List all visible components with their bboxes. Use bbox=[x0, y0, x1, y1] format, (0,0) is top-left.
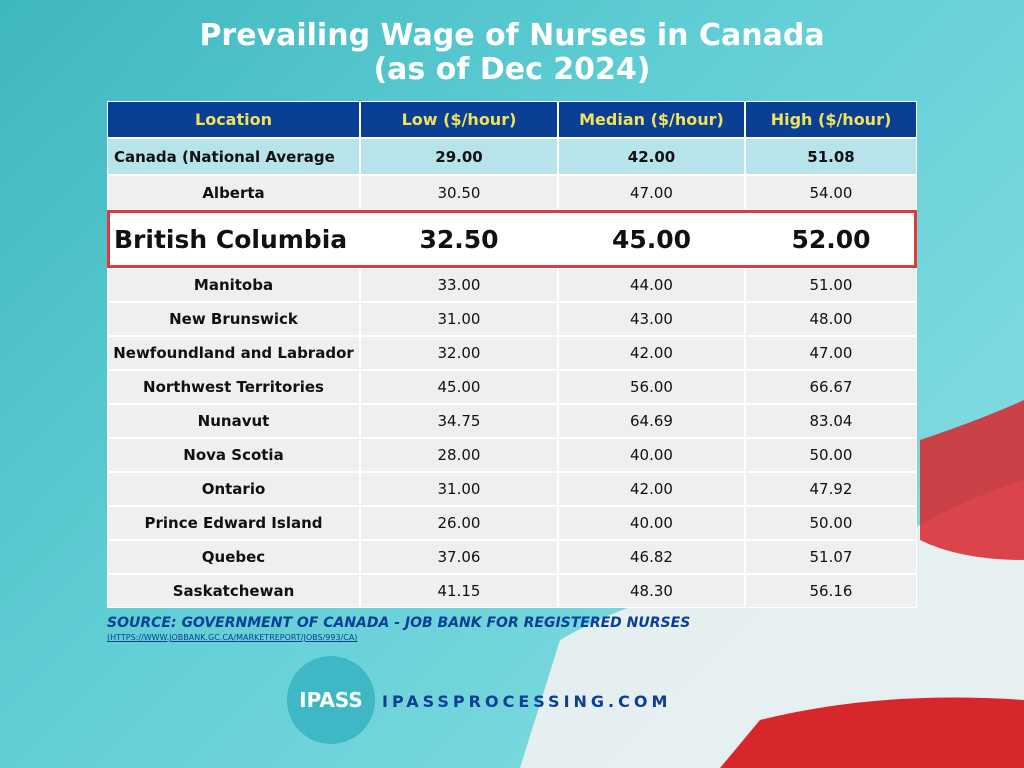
wage-cell: 32.00 bbox=[360, 336, 558, 370]
wage-cell: 45.00 bbox=[558, 210, 745, 268]
wage-cell: 28.00 bbox=[360, 438, 558, 472]
wage-cell: 31.00 bbox=[360, 302, 558, 336]
column-header: Low ($/hour) bbox=[360, 101, 558, 138]
wage-cell: 56.16 bbox=[745, 574, 917, 608]
wage-cell: 51.00 bbox=[745, 268, 917, 302]
logo: IPASS bbox=[287, 656, 375, 744]
highlight-border bbox=[107, 210, 917, 268]
wage-cell: 44.00 bbox=[558, 268, 745, 302]
wage-cell: 64.69 bbox=[558, 404, 745, 438]
wage-cell: 32.50 bbox=[360, 210, 558, 268]
column-header: Median ($/hour) bbox=[558, 101, 745, 138]
location-cell: Saskatchewan bbox=[107, 574, 360, 608]
wage-cell: 50.00 bbox=[745, 506, 917, 540]
wage-cell: 56.00 bbox=[558, 370, 745, 404]
wage-cell: 47.92 bbox=[745, 472, 917, 506]
wage-cell: 47.00 bbox=[558, 175, 745, 210]
wage-cell: 42.00 bbox=[558, 336, 745, 370]
wage-cell: 29.00 bbox=[360, 138, 558, 175]
wage-cell: 51.08 bbox=[745, 138, 917, 175]
title-line: Prevailing Wage of Nurses in Canada bbox=[199, 18, 825, 53]
source-url: (HTTPS://WWW.JOBBANK.GC.CA/MARKETREPORT/… bbox=[107, 633, 358, 642]
location-cell: Newfoundland and Labrador bbox=[107, 336, 360, 370]
wage-cell: 48.00 bbox=[745, 302, 917, 336]
title-line: (as of Dec 2024) bbox=[373, 52, 651, 87]
location-cell: Ontario bbox=[107, 472, 360, 506]
location-cell: Northwest Territories bbox=[107, 370, 360, 404]
wage-table: Location Low ($/hour) Median ($/hour) High … bbox=[107, 101, 917, 608]
wage-cell: 66.67 bbox=[745, 370, 917, 404]
wage-cell: 40.00 bbox=[558, 506, 745, 540]
wage-cell: 46.82 bbox=[558, 540, 745, 574]
location-cell: Nunavut bbox=[107, 404, 360, 438]
wage-cell: 47.00 bbox=[745, 336, 917, 370]
wage-cell: 48.30 bbox=[558, 574, 745, 608]
wage-cell: 26.00 bbox=[360, 506, 558, 540]
location-cell: Quebec bbox=[107, 540, 360, 574]
location-cell: British Columbia bbox=[107, 210, 360, 268]
wage-cell: 34.75 bbox=[360, 404, 558, 438]
website: IPASSPROCESSING.COM bbox=[382, 692, 672, 711]
wage-cell: 37.06 bbox=[360, 540, 558, 574]
source: SOURCE: GOVERNMENT OF CANADA - JOB BANK … bbox=[107, 615, 691, 631]
column-header: Location bbox=[107, 101, 360, 138]
wage-cell: 45.00 bbox=[360, 370, 558, 404]
location-cell: Prince Edward Island bbox=[107, 506, 360, 540]
wage-cell: 43.00 bbox=[558, 302, 745, 336]
wage-cell: 42.00 bbox=[558, 472, 745, 506]
location-cell: New Brunswick bbox=[107, 302, 360, 336]
location-cell: Canada (National Average bbox=[107, 138, 360, 175]
location-cell: Manitoba bbox=[107, 268, 360, 302]
wage-cell: 50.00 bbox=[745, 438, 917, 472]
wage-cell: 42.00 bbox=[558, 138, 745, 175]
location-cell: Nova Scotia bbox=[107, 438, 360, 472]
column-header: High ($/hour) bbox=[745, 101, 917, 138]
wage-cell: 83.04 bbox=[745, 404, 917, 438]
wage-cell: 33.00 bbox=[360, 268, 558, 302]
wage-cell: 40.00 bbox=[558, 438, 745, 472]
wage-cell: 51.07 bbox=[745, 540, 917, 574]
wage-cell: 41.15 bbox=[360, 574, 558, 608]
wage-cell: 31.00 bbox=[360, 472, 558, 506]
wage-cell: 54.00 bbox=[745, 175, 917, 210]
wage-cell: 30.50 bbox=[360, 175, 558, 210]
location-cell: Alberta bbox=[107, 175, 360, 210]
